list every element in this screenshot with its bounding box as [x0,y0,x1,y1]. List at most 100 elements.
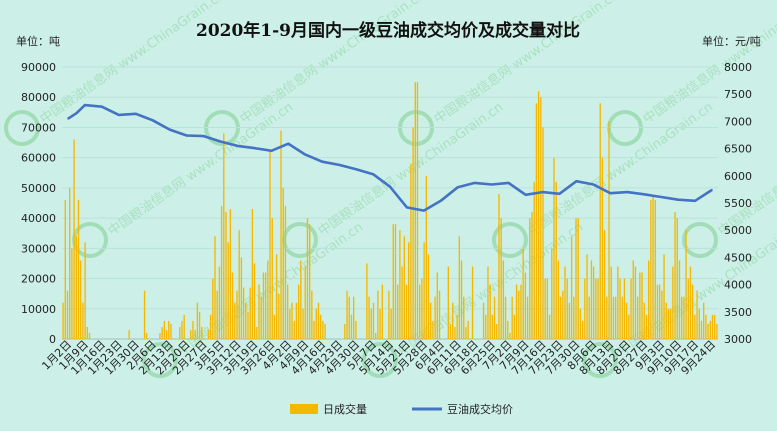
volume-bar [84,242,86,339]
price-point [84,104,86,106]
volume-bar [504,296,507,339]
volume-bar [711,314,714,339]
volume-bar [603,230,606,339]
volume-bar [322,320,324,339]
price-point [643,193,645,196]
volume-bar [703,302,705,339]
volume-bar [220,206,223,339]
volume-bar [344,323,346,339]
price-point [321,160,324,163]
volume-bar [654,199,656,339]
price-point [609,192,612,194]
volume-bar [315,308,317,339]
volume-bar [286,284,289,339]
volume-bar [533,181,535,339]
price-point [457,186,459,188]
volume-bar [66,290,69,339]
volume-bar [608,121,610,340]
price-point [270,150,273,152]
volume-bar [410,163,412,339]
volume-bar [223,133,225,339]
volume-bar [667,308,670,339]
volume-bar [190,329,192,339]
left-axis-ticks: 0 10000 20000 30000 40000 50000 60000 70000 8000… [21,61,56,346]
price-point [304,153,307,156]
left-tick-label: 70000 [21,121,56,134]
volume-bar [278,293,280,339]
left-tick-label: 90000 [21,61,56,74]
volume-bar [408,242,410,339]
right-tick-label: 6500 [724,143,752,156]
volume-bar [77,199,80,339]
line-series [67,103,713,212]
volume-bar [612,296,615,339]
volume-bar [496,323,498,339]
volume-bar [196,302,199,339]
volume-bar [546,278,549,339]
right-tick-label: 5500 [724,197,752,210]
volume-bar [559,296,562,339]
volume-bar [247,311,249,339]
left-axis-unit: 单位：吨 [16,34,60,48]
volume-bar [502,260,505,339]
right-axis-ticks: 3000 3500 4000 4500 5000 5500 6000 6500 7000 7500… [724,61,752,346]
watermark-logo-ring [204,110,240,146]
volume-bar [436,272,439,339]
volume-bar [69,187,71,339]
volume-bar [308,224,311,339]
legend-swatch-volume [290,404,318,414]
volume-bar [128,329,130,339]
right-axis-unit: 单位：元/吨 [702,34,761,48]
volume-bar [548,314,551,339]
price-point [677,198,679,201]
volume-bar [537,91,540,340]
legend: 日成交量 豆油成交均价 [290,402,513,416]
volume-bar [707,323,709,339]
left-tick-label: 10000 [21,303,56,316]
volume-bar [170,323,172,339]
volume-bar [366,263,368,339]
volume-bar [678,260,681,339]
price-line [67,103,713,212]
volume-bar [509,332,511,339]
volume-bar [229,209,232,339]
chart-title: 2020年1-9月国内一级豆油成交均价及成交量对比 [196,20,580,41]
right-tick-label: 7000 [724,115,752,128]
price-point [151,119,154,122]
volume-bar [368,296,370,339]
price-point [541,191,544,193]
volume-bar [394,224,397,339]
volume-bar [579,308,582,339]
volume-bar [192,320,194,339]
price-point [711,189,713,191]
price-point [440,200,442,202]
price-point [253,147,256,149]
volume-bar [617,266,619,339]
volume-bar [535,103,538,340]
volume-bar [159,332,161,339]
volume-bar [240,257,243,339]
price-point [473,182,476,184]
price-point [287,142,290,145]
volume-bar [555,181,557,339]
price-point [101,105,103,108]
volume-bar [209,314,212,339]
volume-bar [302,308,304,339]
volume-bar [311,290,313,339]
volume-bar [397,284,399,339]
volume-bar [419,284,421,339]
volume-bar [487,266,489,339]
volume-bar [661,290,663,339]
volume-bar [595,278,597,339]
price-point [423,209,425,212]
price-point [168,128,171,131]
volume-bar [542,127,544,339]
volume-bar [317,302,320,339]
volume-bar [71,248,73,339]
volume-bar [198,311,201,339]
volume-bar [489,284,491,339]
volume-bar [709,320,711,339]
volume-bar [280,130,282,339]
volume-bar [641,272,643,339]
